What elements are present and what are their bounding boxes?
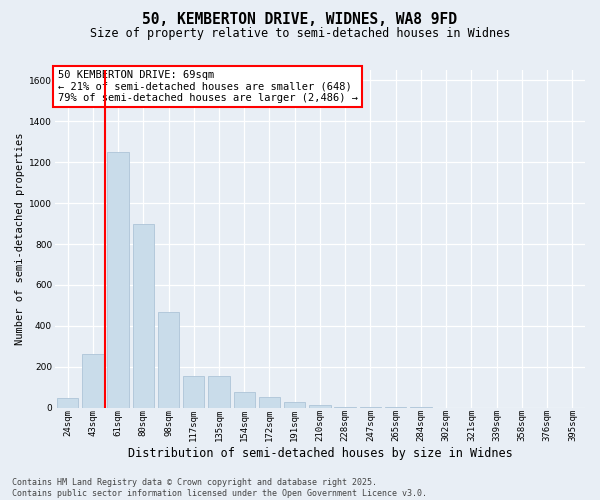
Bar [360,407,381,408]
X-axis label: Distribution of semi-detached houses by size in Widnes: Distribution of semi-detached houses by … [128,447,512,460]
Bar [158,312,179,408]
Bar [284,402,305,408]
Text: Contains HM Land Registry data © Crown copyright and database right 2025.
Contai: Contains HM Land Registry data © Crown c… [12,478,427,498]
Bar [82,354,104,408]
Bar [133,224,154,408]
Text: 50, KEMBERTON DRIVE, WIDNES, WA8 9FD: 50, KEMBERTON DRIVE, WIDNES, WA8 9FD [143,12,458,28]
Y-axis label: Number of semi-detached properties: Number of semi-detached properties [15,132,25,345]
Bar [183,376,205,408]
Bar [107,152,129,408]
Bar [233,392,255,408]
Bar [57,398,78,408]
Bar [208,376,230,408]
Text: 50 KEMBERTON DRIVE: 69sqm
← 21% of semi-detached houses are smaller (648)
79% of: 50 KEMBERTON DRIVE: 69sqm ← 21% of semi-… [58,70,358,103]
Bar [334,407,356,408]
Bar [259,396,280,408]
Text: Size of property relative to semi-detached houses in Widnes: Size of property relative to semi-detach… [90,28,510,40]
Bar [309,406,331,408]
